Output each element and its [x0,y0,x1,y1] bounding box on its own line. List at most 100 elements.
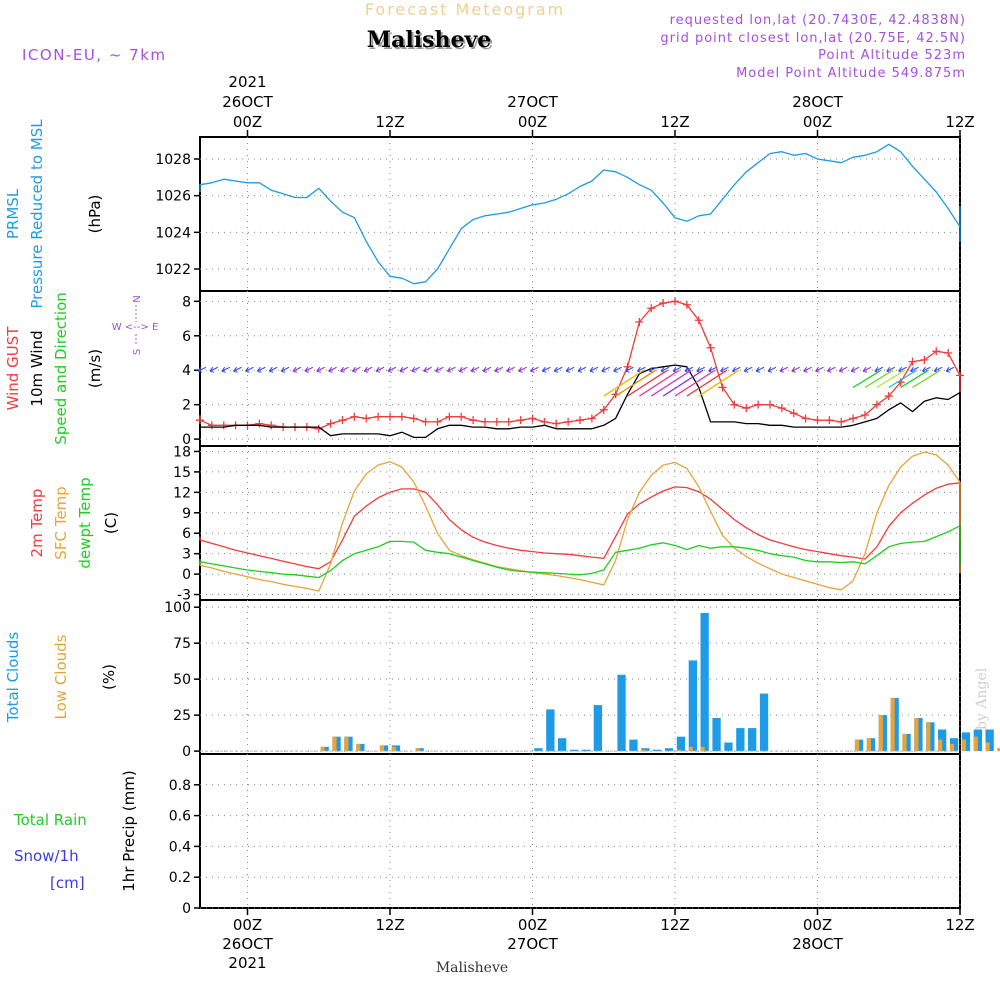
gust-marker-12 [326,419,335,428]
gust-marker-20 [421,417,430,426]
precip-ytick-label-1: 0.2 [169,870,191,886]
precip-label-unit: [cm] [50,874,85,892]
gust-marker-21 [433,417,442,426]
wind-barb-1 [615,369,656,397]
gust-marker-43 [694,316,703,325]
bottom-time-label-1-0: 12Z [375,916,404,934]
clouds-bar-1-28 [854,739,860,752]
wind-arrow-44 [767,366,777,373]
gust-marker-38 [635,318,644,326]
wind-arrow-17 [446,366,456,373]
temperature-ytick-label-5: 12 [173,485,191,501]
gust-marker-59 [884,392,893,401]
panel-wind: 0 2 4 6 8 Wind GUST 10m Wind Speed and Directio… [4,290,964,448]
top-time-label-4-0: 28OCT [792,93,843,111]
wind-arrow--4 [197,366,207,373]
wind-arrow-10 [363,366,373,373]
pressure-ytick-label-0: 1022 [155,262,191,278]
gust-marker-52 [801,414,810,423]
clouds-bar-0-20 [700,613,709,752]
wind-arrow-1 [256,366,266,373]
clouds-bar-1-29 [866,738,871,752]
gust-marker-22 [445,412,454,421]
wind-arrow-11 [375,366,385,373]
gust-marker-49 [766,400,774,409]
gust-marker-29 [528,414,537,423]
bottom-time-label-2-1: 27OCT [507,935,558,953]
gust-marker-61 [908,357,917,366]
panel-pressure: 1022 1024 1026 1028 PRMSL Pressure Reduced to… [4,119,961,309]
requested-coords: requested lon,lat (20.7430E, 42.4838N) [670,13,966,28]
wind-barb-green-0 [852,369,882,388]
gust-marker-37 [623,362,632,371]
wind-arrow-16 [435,366,444,373]
temperature-line-2 [199,525,961,579]
gust-marker-27 [504,417,513,426]
clouds-bar-1-33 [914,718,919,752]
compass-s: S [132,349,143,355]
clouds-bar-1-5 [391,746,396,752]
clouds-bar-1-30 [878,715,883,752]
wind-arrow-19 [470,366,480,373]
gust-marker-7 [267,421,276,430]
wind-arrow-20 [482,366,492,373]
wind-arrow-43 [755,366,765,373]
gust-marker-50 [777,404,786,413]
wind-barb-0 [603,369,645,397]
wind-axis-label-1: 10m Wind [28,330,46,406]
gust-marker-48 [754,400,763,409]
wind-line-0 [199,300,961,430]
clouds-ytick-label-2: 50 [173,672,191,688]
wind-arrow-2 [268,366,278,373]
gust-marker-31 [552,419,561,428]
clouds-bar-0-21 [712,718,721,752]
clouds-bar-0-17 [664,748,674,752]
gust-marker-6 [255,419,264,428]
wind-barb-green-3 [888,369,918,388]
wind-barb-green-1 [864,369,894,388]
gust-marker-63 [932,347,941,356]
watermark: by Angel [974,667,990,730]
pressure-axis-label-2: (hPa) [86,195,104,234]
precip-ytick-label-0: 0 [182,901,191,917]
wind-barb-green-5 [912,369,941,388]
clouds-bar-0-11 [581,749,591,752]
temperature-ytick-label-2: 3 [182,547,191,563]
gust-marker-58 [872,400,881,409]
gust-marker-19 [409,414,418,423]
clouds-bar-1-39 [985,742,990,752]
wind-axis-label-0: Wind GUST [4,326,22,411]
wind-arrow-24 [530,366,539,373]
wind-arrow-13 [399,366,409,373]
temperature-line-0 [199,482,961,570]
clouds-bar-0-7 [534,748,543,752]
wind-ytick-label-3: 6 [182,329,191,345]
wind-barb-6 [674,369,716,397]
wind-arrow-50 [838,366,848,373]
clouds-bar-0-9 [558,738,567,752]
wind-arrow-14 [411,366,420,373]
wind-ytick-label-1: 2 [182,398,191,414]
bottom-time-label-0-2: 2021 [228,954,266,972]
wind-arrow-15 [423,366,432,373]
clouds-bar-1-31 [890,697,895,752]
clouds-bar-1-15 [641,749,646,752]
gust-marker-64 [944,349,953,357]
wind-ytick-label-0: 0 [182,432,191,448]
wind-arrow-29 [589,366,599,373]
wind-arrow-51 [850,366,860,373]
clouds-axis-label-0: Total Clouds [4,632,22,724]
clouds-bar-1-37 [961,739,966,752]
wind-barb-5 [662,369,704,397]
gust-marker-33 [576,416,584,425]
precip-label-rain: Total Rain [13,811,87,829]
gust-marker-1 [196,416,204,425]
clouds-bar-0-22 [724,742,733,752]
gust-marker-26 [492,417,501,426]
clouds-bar-0-13 [617,674,626,752]
gust-marker-39 [647,304,656,313]
gust-marker-25 [481,417,489,426]
clouds-ytick-label-4: 100 [164,600,191,616]
clouds-bar-1-38 [973,736,978,752]
